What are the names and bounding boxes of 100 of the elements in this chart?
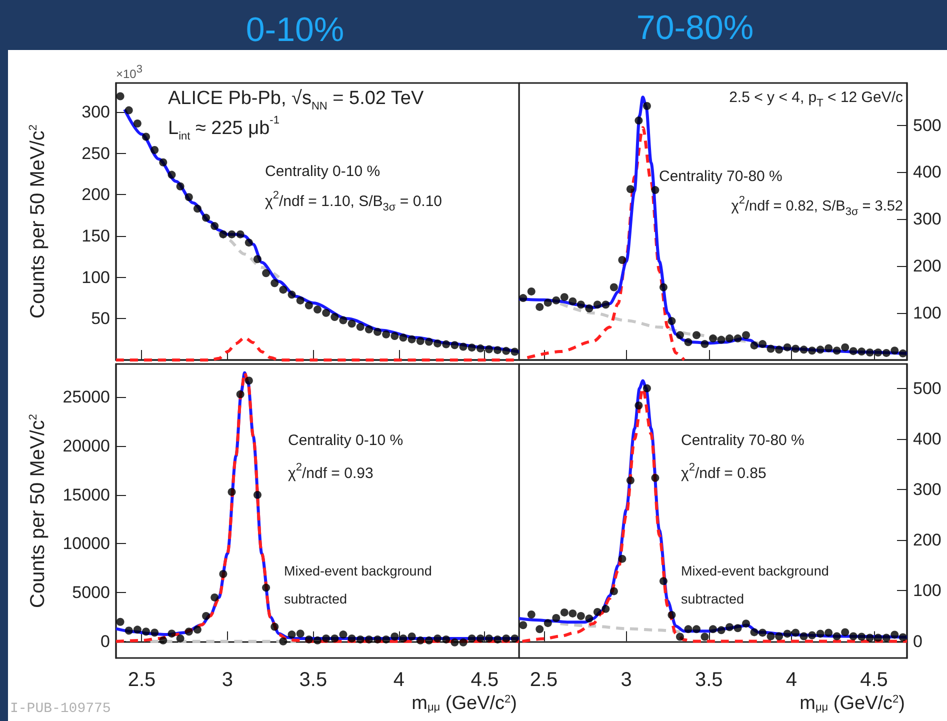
point xyxy=(849,347,858,356)
point xyxy=(676,331,684,340)
point xyxy=(270,622,279,631)
point xyxy=(593,300,602,309)
point xyxy=(536,625,544,634)
point xyxy=(766,344,775,353)
point xyxy=(726,623,734,632)
point xyxy=(758,340,767,348)
point xyxy=(314,636,322,644)
point xyxy=(775,632,784,640)
point xyxy=(890,346,899,355)
point xyxy=(210,222,219,230)
point xyxy=(288,290,296,299)
point xyxy=(168,170,176,179)
point xyxy=(364,325,373,334)
point xyxy=(626,185,634,194)
point xyxy=(424,338,433,346)
x-tick-label: 4.5 xyxy=(860,669,888,691)
point xyxy=(634,401,643,410)
point xyxy=(700,340,709,348)
point xyxy=(651,186,660,194)
point xyxy=(602,300,610,309)
point xyxy=(800,346,808,354)
point xyxy=(585,614,594,623)
point xyxy=(356,322,364,331)
point xyxy=(494,346,502,354)
y2-tick-label: 300 xyxy=(913,480,942,499)
point xyxy=(339,316,348,324)
point xyxy=(642,102,651,110)
y-tick-label: 150 xyxy=(82,226,110,246)
y-tick-label: 20000 xyxy=(62,436,110,456)
point xyxy=(228,230,236,238)
y-tick-label: 5000 xyxy=(72,583,110,602)
point xyxy=(758,628,767,637)
x-tick-label: 3.5 xyxy=(299,669,328,691)
x-tick-label: 4.5 xyxy=(470,669,499,691)
point xyxy=(142,132,150,141)
y2-tick-label: 400 xyxy=(913,429,942,448)
point xyxy=(408,335,416,344)
point xyxy=(849,632,858,640)
point xyxy=(536,302,544,311)
y-tick-label: 10000 xyxy=(62,534,110,554)
x-tick-label: 4 xyxy=(393,669,405,691)
x-tick-label: 3 xyxy=(620,669,632,691)
point xyxy=(783,343,792,352)
point xyxy=(330,634,339,642)
x-tick-label: 3 xyxy=(222,669,234,691)
point xyxy=(841,343,850,352)
point xyxy=(692,625,700,634)
point xyxy=(468,634,476,642)
y-tick-label: 100 xyxy=(82,268,110,287)
point xyxy=(279,286,288,294)
point xyxy=(841,628,850,636)
point xyxy=(434,634,442,642)
point xyxy=(314,306,322,314)
point xyxy=(832,632,841,640)
point xyxy=(253,255,262,264)
point xyxy=(434,339,442,348)
point xyxy=(874,348,882,356)
annotation: Centrality 70-80 % xyxy=(659,168,782,185)
point xyxy=(219,230,228,238)
point xyxy=(866,348,874,356)
point xyxy=(734,624,742,632)
point xyxy=(634,116,643,125)
point xyxy=(468,344,476,352)
point xyxy=(659,283,668,292)
x-tick-label: 3.5 xyxy=(694,669,723,691)
point xyxy=(585,304,594,312)
y-tick-label: 15000 xyxy=(62,485,110,504)
x-tick-label: 2.5 xyxy=(530,669,558,691)
point xyxy=(116,618,124,626)
point xyxy=(659,577,668,586)
point xyxy=(519,621,528,630)
point xyxy=(296,630,304,638)
point xyxy=(668,317,676,326)
point xyxy=(858,348,866,356)
annotation: Mixed-event background subtracted xyxy=(681,564,829,606)
point xyxy=(270,279,279,288)
point xyxy=(279,637,288,646)
point xyxy=(193,204,202,213)
point xyxy=(576,612,585,620)
point xyxy=(527,287,536,296)
text: I-PUB-109775 xyxy=(10,701,111,717)
point xyxy=(519,294,528,302)
point xyxy=(382,635,390,644)
y-axis-title: Counts per 50 MeV/c2 xyxy=(27,414,49,608)
point xyxy=(734,334,742,342)
point xyxy=(750,341,758,350)
point xyxy=(898,349,907,358)
point xyxy=(244,238,253,247)
annotation: Centrality 0-10 % xyxy=(265,163,380,180)
y-tick-label: 300 xyxy=(82,102,110,122)
point xyxy=(424,636,433,644)
point xyxy=(262,269,270,278)
annotation: Centrality 0-10 % xyxy=(288,432,404,449)
point xyxy=(502,634,510,642)
point xyxy=(882,634,890,642)
point xyxy=(618,554,626,563)
point xyxy=(133,120,142,128)
point xyxy=(684,625,692,634)
